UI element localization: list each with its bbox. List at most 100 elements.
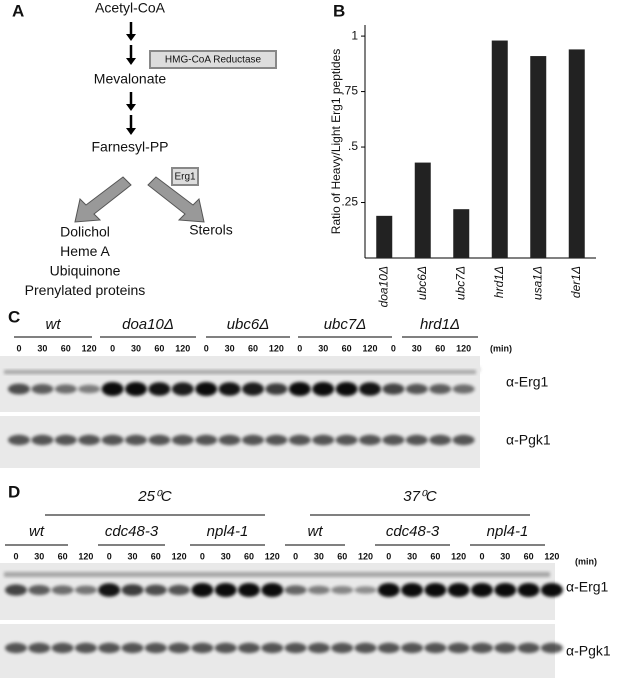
band <box>471 583 493 597</box>
x-tick-label: doa10Δ <box>376 266 390 307</box>
band <box>78 434 101 446</box>
bar <box>568 49 585 259</box>
bar <box>414 162 431 258</box>
timepoint: 0 <box>204 343 209 353</box>
timepoint: 30 <box>412 343 422 353</box>
strain-label: doa10Δ <box>122 316 174 333</box>
band <box>218 434 241 446</box>
arrow-head <box>126 128 136 135</box>
band <box>121 584 144 596</box>
antibody-label: α-Pgk1 <box>506 432 551 448</box>
band <box>494 642 517 654</box>
unit: (min) <box>490 343 512 353</box>
x-tick-label: usa1Δ <box>530 266 544 300</box>
band <box>517 583 540 597</box>
timepoint: 120 <box>265 551 280 561</box>
timepoint: 120 <box>172 551 187 561</box>
timepoint: 60 <box>58 551 68 561</box>
band <box>377 642 400 654</box>
band <box>238 642 260 654</box>
band <box>242 382 264 396</box>
band <box>144 642 167 654</box>
band <box>424 583 447 597</box>
y-tick-label: .25 <box>341 195 358 209</box>
arrow-head <box>126 58 136 65</box>
band <box>307 585 330 595</box>
band <box>335 382 358 396</box>
enzyme-label: HMG-CoA Reductase <box>165 55 262 66</box>
y-axis-label: Ratio of Heavy/Light Erg1 peptides <box>329 49 343 234</box>
strain-label: ubc7Δ <box>324 316 367 333</box>
timepoint: 120 <box>544 551 559 561</box>
timepoint: 120 <box>456 343 471 353</box>
timepoint: 30 <box>221 551 231 561</box>
timepoint: 120 <box>78 551 93 561</box>
band <box>447 583 470 597</box>
timepoint: 0 <box>479 551 484 561</box>
band <box>447 642 470 654</box>
band <box>288 382 311 396</box>
bar <box>530 56 547 258</box>
band <box>405 383 428 395</box>
band <box>148 382 171 396</box>
band <box>51 642 74 654</box>
timepoint: 60 <box>244 551 254 561</box>
band <box>214 583 237 597</box>
band <box>31 384 54 394</box>
band <box>98 583 121 597</box>
timepoint: 60 <box>430 551 440 561</box>
timepoint: 30 <box>37 343 47 353</box>
x-tick-label: ubc6Δ <box>415 266 429 300</box>
band <box>471 642 493 654</box>
timepoint: 0 <box>16 343 21 353</box>
timepoint: 30 <box>500 551 510 561</box>
band <box>265 383 288 395</box>
timepoint: 120 <box>451 551 466 561</box>
band <box>429 434 452 446</box>
bar <box>491 40 508 259</box>
strain-label: npl4-1 <box>487 523 529 540</box>
band <box>191 583 214 597</box>
band <box>354 642 377 654</box>
band <box>261 583 284 597</box>
temperature: 37⁰C <box>403 488 437 505</box>
timepoint: 60 <box>151 551 161 561</box>
timepoint: 0 <box>107 551 112 561</box>
band <box>101 434 124 446</box>
upper-band-row <box>4 370 476 374</box>
pathway-node: Mevalonate <box>94 71 167 87</box>
bar <box>376 215 393 258</box>
band <box>452 384 475 394</box>
arrow-head <box>126 104 136 111</box>
timepoint: 30 <box>131 343 141 353</box>
antibody-label: α-Erg1 <box>506 374 549 390</box>
timepoint: 30 <box>225 343 235 353</box>
band <box>54 384 77 394</box>
band <box>517 642 540 654</box>
product: Sterols <box>189 222 233 238</box>
band <box>171 434 194 446</box>
band <box>238 583 260 597</box>
timepoint: 30 <box>407 551 417 561</box>
strain-label: hrd1Δ <box>420 316 460 333</box>
branch-arrow <box>74 176 132 223</box>
temperature: 25⁰C <box>137 488 172 505</box>
band <box>98 642 121 654</box>
band <box>74 585 97 595</box>
band <box>121 642 144 654</box>
band <box>101 382 124 396</box>
upper-band-row <box>4 572 550 577</box>
timepoint: 30 <box>127 551 137 561</box>
band <box>401 642 424 654</box>
arrow-head <box>126 34 136 41</box>
timepoint: 120 <box>358 551 373 561</box>
band <box>540 642 563 654</box>
strain-label: wt <box>308 523 324 540</box>
blot <box>0 356 480 412</box>
band <box>214 642 237 654</box>
product: Ubiquinone <box>50 263 121 279</box>
band <box>312 382 335 396</box>
branch-arrow <box>147 176 205 223</box>
band <box>312 434 335 446</box>
